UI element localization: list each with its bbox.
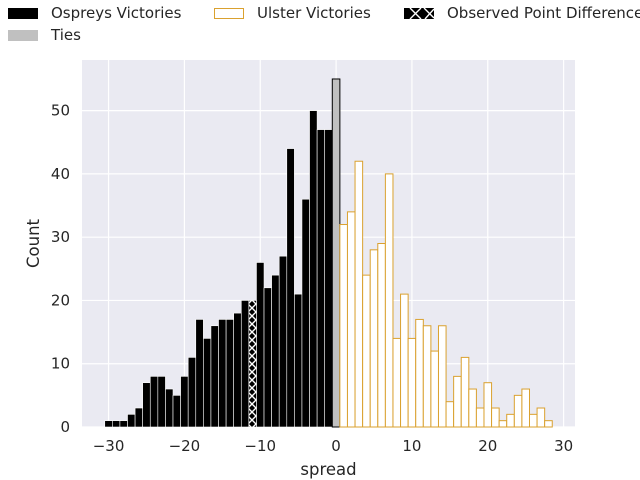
bar-ospreys--29 [112,420,121,428]
bar-ties-0 [331,78,341,428]
y-tick-labels: 0 10 20 30 40 50 [51,102,70,436]
y-tick-label: 10 [51,355,70,373]
bar-ulster-8 [392,337,402,428]
bar-ulster-26 [528,413,538,428]
bar-ulster-1 [339,224,348,428]
x-tick-label: −20 [169,437,201,455]
bar-ospreys--24 [149,376,159,428]
legend: Ospreys Victories Ulster Victories Obser… [0,0,640,48]
bar-ospreys--6 [286,148,295,428]
bar-ospreys--18 [195,319,204,428]
legend-swatch-ties [8,29,38,41]
bar-ulster-18 [468,388,477,428]
x-tick-label: 20 [478,437,497,455]
bars [104,78,553,428]
bar-ulster-19 [475,407,485,428]
bar-ulster-14 [437,325,447,428]
bar-ulster-13 [430,350,439,428]
bar-ulster-15 [445,401,455,428]
bar-observed-point-difference [248,300,257,428]
bar-ulster-11 [415,318,424,428]
legend-label-ulster: Ulster Victories [257,4,371,22]
y-tick-label: 20 [51,291,70,309]
bar-ulster-21 [491,407,500,428]
bar-ospreys--7 [278,255,288,428]
x-tick-label: 0 [331,437,341,455]
bar-ulster-6 [377,243,386,428]
bar-ulster-22 [498,420,508,428]
bar-ospreys--2 [316,129,326,428]
bar-ulster-4 [362,274,371,428]
bar-ospreys--30 [104,420,113,428]
bar-ospreys--27 [127,414,136,428]
bar-ulster-5 [369,249,379,428]
x-tick-label: 30 [554,437,573,455]
bar-ospreys--26 [134,407,143,428]
y-axis-label: Count [24,218,43,268]
y-tick-label: 50 [51,102,70,120]
bar-ospreys--8 [271,274,280,428]
x-axis-label: spread [300,460,356,479]
bar-ospreys--13 [233,312,242,428]
legend-item-ospreys: Ospreys Victories [8,3,181,23]
bar-ospreys--4 [301,198,310,428]
x-tick-label: −30 [93,437,125,455]
bar-ospreys--28 [119,420,128,428]
legend-item-ulster: Ulster Victories [214,3,371,23]
bar-ospreys--12 [240,300,250,428]
bar-ulster-27 [536,407,546,428]
legend-item-observed: Observed Point Difference [404,3,640,23]
bar-ulster-20 [483,382,493,428]
bar-ulster-28 [544,420,553,428]
bar-ospreys--23 [157,376,166,428]
bar-ospreys--9 [263,287,272,428]
bar-ospreys--17 [203,338,212,428]
bar-ospreys--16 [210,325,219,428]
bar-ospreys--25 [142,382,151,428]
bar-ospreys--14 [225,319,234,428]
bar-ospreys--20 [180,376,189,428]
bar-ulster-17 [460,356,470,428]
x-tick-label: −10 [244,437,276,455]
legend-swatch-ulster [214,7,244,19]
bar-ospreys--5 [294,293,303,428]
legend-label-observed: Observed Point Difference [447,4,640,22]
x-tick-label: 10 [402,437,421,455]
bar-ulster-23 [506,413,515,428]
bar-ulster-12 [422,325,432,428]
x-tick-labels: −30 −20 −10 0 10 20 30 [93,437,573,455]
y-tick-label: 30 [51,228,70,246]
bar-ulster-3 [354,160,364,428]
bar-ulster-25 [521,388,530,428]
bar-ulster-24 [513,394,523,428]
bar-ospreys--22 [165,388,174,428]
bar-ulster-9 [400,293,409,428]
legend-item-ties: Ties [8,25,81,45]
bar-ulster-2 [346,211,356,428]
bar-ospreys--1 [324,129,333,428]
bar-ospreys--15 [218,319,227,428]
y-tick-label: 0 [60,418,70,436]
legend-swatch-ospreys [8,7,38,19]
bar-ulster-7 [384,173,394,428]
bar-ulster-10 [407,337,417,428]
bar-ulster-16 [453,375,462,428]
y-tick-label: 40 [51,165,70,183]
legend-swatch-observed [404,7,434,19]
bar-ospreys--19 [187,357,197,428]
bar-ospreys--10 [256,262,265,428]
bar-ospreys--3 [309,110,318,428]
legend-label-ospreys: Ospreys Victories [51,4,182,22]
legend-label-ties: Ties [51,26,81,44]
bar-ospreys--21 [172,395,181,428]
